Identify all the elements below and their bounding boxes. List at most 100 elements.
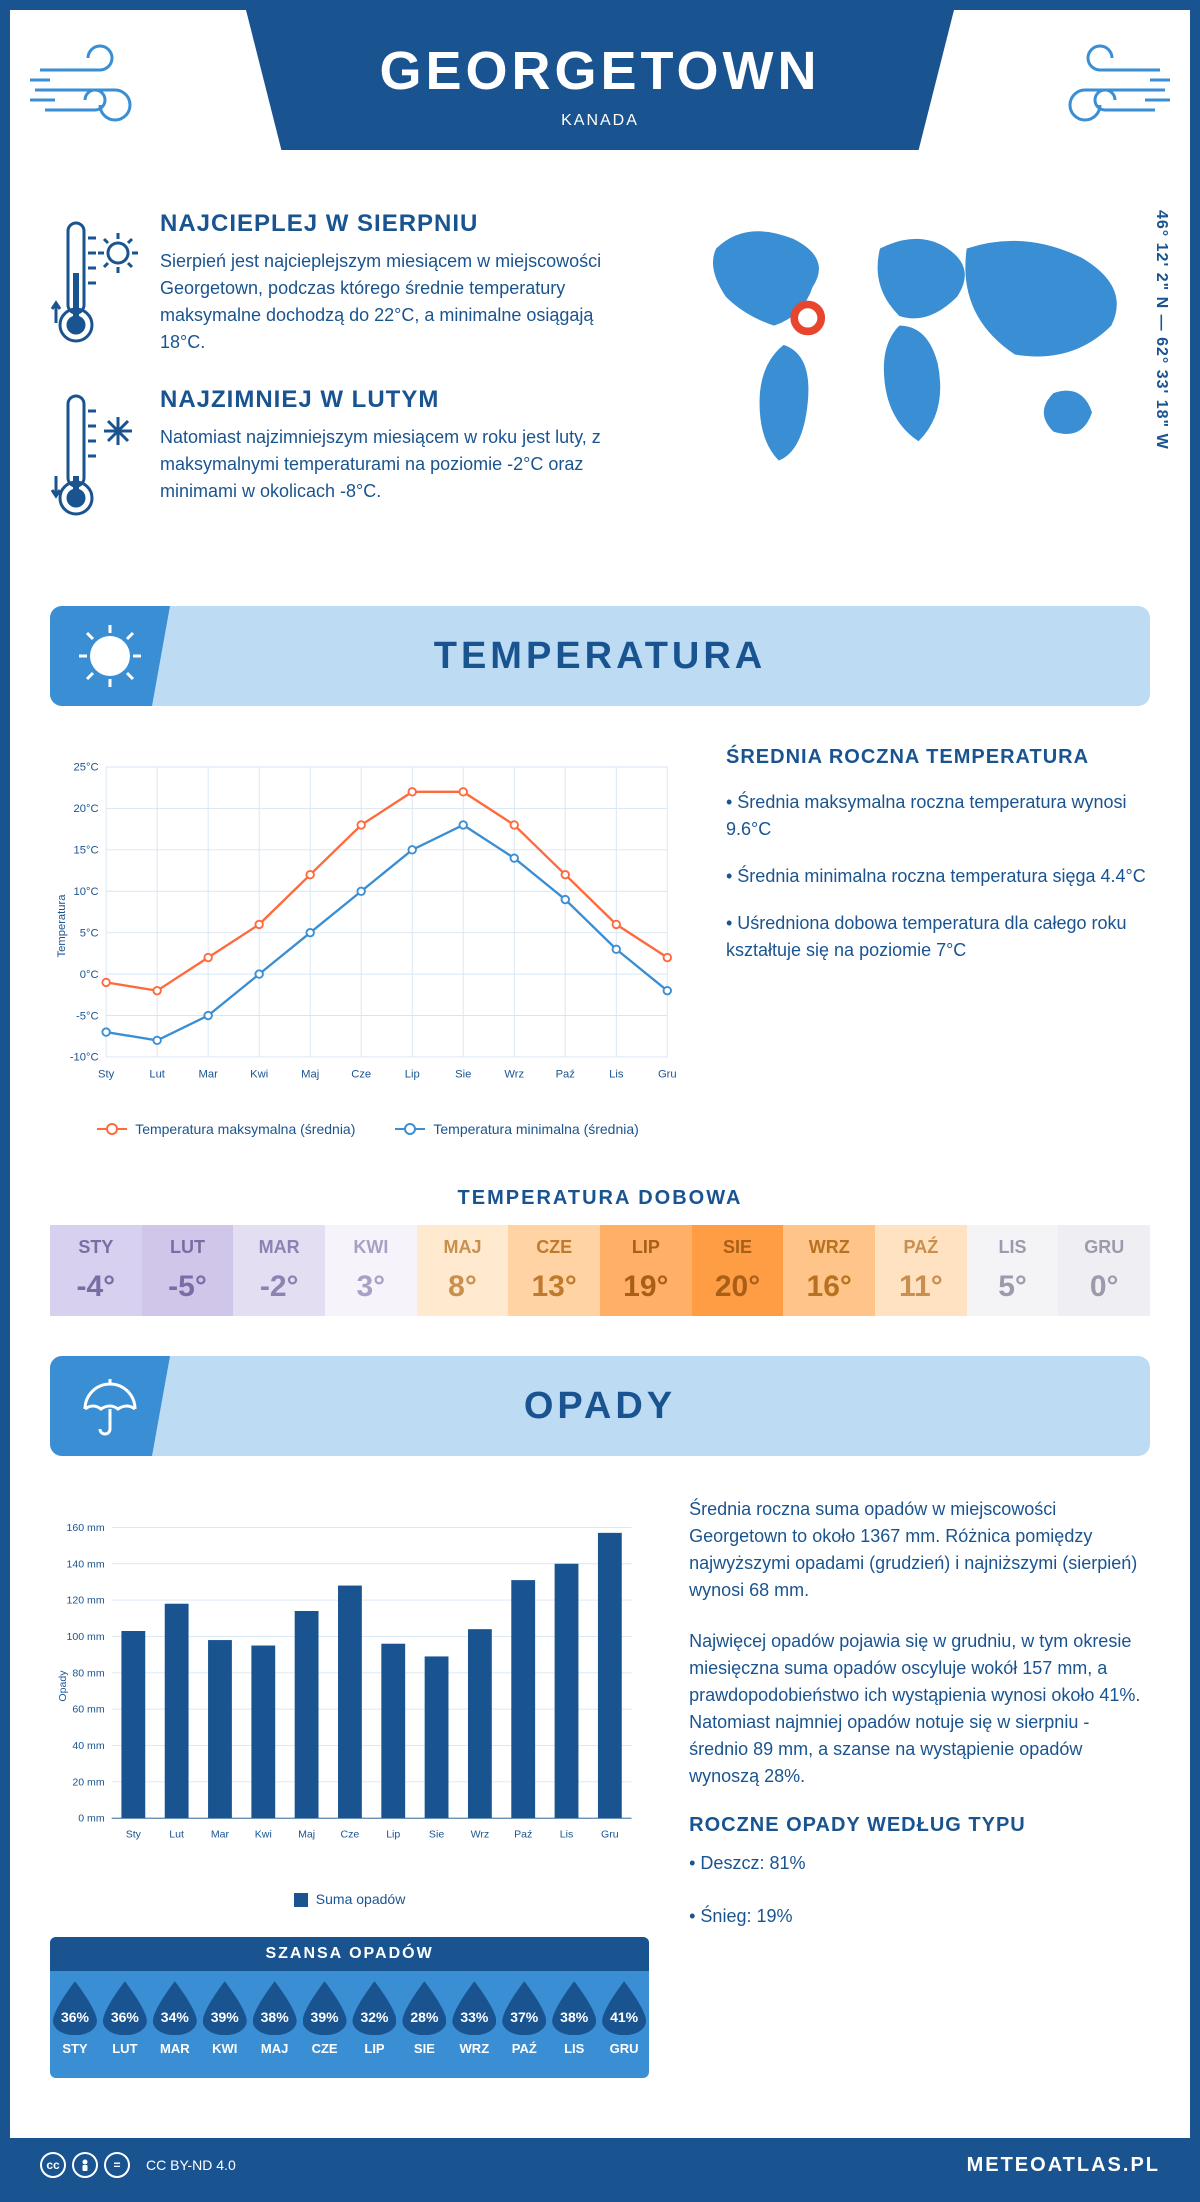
raindrop-icon: 33% <box>452 1981 496 2035</box>
precip-type-item: • Śnieg: 19% <box>689 1902 1150 1931</box>
fact-hot-title: NAJCIEPLEJ W SIERPNIU <box>160 210 628 238</box>
daily-temp-cell: KWI3° <box>325 1225 417 1316</box>
svg-text:20 mm: 20 mm <box>72 1776 104 1788</box>
svg-text:120 mm: 120 mm <box>66 1595 104 1607</box>
svg-text:Lip: Lip <box>386 1829 400 1841</box>
thermometer-hot-icon <box>50 210 140 356</box>
raindrop-icon: 37% <box>502 1981 546 2035</box>
map-marker <box>794 304 821 331</box>
sun-icon <box>75 621 145 691</box>
svg-text:80 mm: 80 mm <box>72 1667 104 1679</box>
chance-title: SZANSA OPADÓW <box>50 1937 649 1971</box>
umbrella-icon <box>75 1371 145 1441</box>
raindrop-icon: 36% <box>53 1981 97 2035</box>
title-banner: GEORGETOWN KANADA <box>246 10 954 150</box>
city-title: GEORGETOWN <box>326 40 874 102</box>
section-title-precip: OPADY <box>524 1385 676 1428</box>
chance-cell: 39%KWI <box>200 1971 250 2066</box>
daily-temp-cell: MAR-2° <box>233 1225 325 1316</box>
svg-text:140 mm: 140 mm <box>66 1558 104 1570</box>
precip-para2: Najwięcej opadów pojawia się w grudniu, … <box>689 1628 1150 1790</box>
wind-icon-right <box>1030 40 1170 140</box>
country-subtitle: KANADA <box>326 112 874 130</box>
svg-text:Sie: Sie <box>429 1829 444 1841</box>
svg-text:Maj: Maj <box>301 1069 319 1081</box>
precip-type-item: • Deszcz: 81% <box>689 1849 1150 1878</box>
daily-temp-cell: STY-4° <box>50 1225 142 1316</box>
footer-brand: METEOATLAS.PL <box>967 2154 1160 2177</box>
section-title-temperature: TEMPERATURA <box>434 635 767 678</box>
temp-summary-title: ŚREDNIA ROCZNA TEMPERATURA <box>726 746 1150 769</box>
raindrop-icon: 38% <box>253 1981 297 2035</box>
daily-temp-table: STY-4°LUT-5°MAR-2°KWI3°MAJ8°CZE13°LIP19°… <box>50 1225 1150 1316</box>
svg-text:Lis: Lis <box>560 1829 574 1841</box>
svg-text:Lut: Lut <box>169 1829 184 1841</box>
svg-text:Cze: Cze <box>341 1829 360 1841</box>
svg-text:Temperatura: Temperatura <box>56 894 68 958</box>
daily-temp-cell: CZE13° <box>508 1225 600 1316</box>
raindrop-icon: 38% <box>552 1981 596 2035</box>
precip-legend: Suma opadów <box>50 1891 649 1907</box>
chance-cell: 34%MAR <box>150 1971 200 2066</box>
cc-icon: cc <box>40 2152 66 2178</box>
fact-coldest: NAJZIMNIEJ W LUTYM Natomiast najzimniejs… <box>50 386 628 526</box>
chance-cell: 28%SIE <box>399 1971 449 2066</box>
temp-bullet: • Uśredniona dobowa temperatura dla całe… <box>726 910 1150 964</box>
raindrop-icon: 32% <box>352 1981 396 2035</box>
raindrop-icon: 34% <box>153 1981 197 2035</box>
fact-cold-text: Natomiast najzimniejszym miesiącem w rok… <box>160 424 628 505</box>
coordinates: 46° 12' 2" N — 62° 33' 18" W <box>1152 210 1170 450</box>
svg-text:Opady: Opady <box>57 1670 69 1702</box>
temp-bullet: • Średnia minimalna roczna temperatura s… <box>726 863 1150 890</box>
svg-text:100 mm: 100 mm <box>66 1631 104 1643</box>
svg-text:Lut: Lut <box>149 1069 165 1081</box>
daily-temp-cell: MAJ8° <box>417 1225 509 1316</box>
daily-temp-cell: WRZ16° <box>783 1225 875 1316</box>
chance-cell: 39%CZE <box>300 1971 350 2066</box>
svg-text:15°C: 15°C <box>74 845 99 857</box>
svg-text:Cze: Cze <box>351 1069 371 1081</box>
svg-text:-10°C: -10°C <box>70 1052 99 1064</box>
by-icon <box>72 2152 98 2178</box>
daily-temp-cell: PAŹ11° <box>875 1225 967 1316</box>
license-text: CC BY-ND 4.0 <box>146 2157 236 2173</box>
svg-text:Gru: Gru <box>601 1829 619 1841</box>
legend-item: Temperatura maksymalna (średnia) <box>97 1121 355 1137</box>
precip-para1: Średnia roczna suma opadów w miejscowośc… <box>689 1496 1150 1604</box>
svg-text:0°C: 0°C <box>80 969 99 981</box>
raindrop-icon: 39% <box>203 1981 247 2035</box>
chance-cell: 33%WRZ <box>449 1971 499 2066</box>
svg-text:Wrz: Wrz <box>504 1069 524 1081</box>
svg-text:Gru: Gru <box>658 1069 677 1081</box>
svg-text:Lip: Lip <box>405 1069 420 1081</box>
precip-bar-chart: 0 mm20 mm40 mm60 mm80 mm100 mm120 mm140 … <box>50 1496 649 1907</box>
svg-text:Mar: Mar <box>211 1829 230 1841</box>
legend-item: Temperatura minimalna (średnia) <box>395 1121 638 1137</box>
svg-text:Paź: Paź <box>556 1069 576 1081</box>
svg-text:60 mm: 60 mm <box>72 1704 104 1716</box>
raindrop-icon: 28% <box>402 1981 446 2035</box>
raindrop-icon: 39% <box>303 1981 347 2035</box>
svg-text:Mar: Mar <box>198 1069 218 1081</box>
chance-cell: 38%MAJ <box>250 1971 300 2066</box>
daily-temp-cell: LUT-5° <box>142 1225 234 1316</box>
intro-section: NAJCIEPLEJ W SIERPNIU Sierpień jest najc… <box>10 210 1190 586</box>
world-map <box>668 210 1150 480</box>
license-badge: cc = CC BY-ND 4.0 <box>40 2152 236 2178</box>
chance-cell: 32%LIP <box>350 1971 400 2066</box>
svg-text:0 mm: 0 mm <box>78 1813 105 1825</box>
fact-hot-text: Sierpień jest najcieplejszym miesiącem w… <box>160 248 628 356</box>
section-head-temperature: TEMPERATURA <box>50 606 1150 706</box>
raindrop-icon: 36% <box>103 1981 147 2035</box>
svg-text:Paź: Paź <box>514 1829 532 1841</box>
svg-text:5°C: 5°C <box>80 927 99 939</box>
daily-temp-cell: SIE20° <box>692 1225 784 1316</box>
precip-chance-box: SZANSA OPADÓW 36%STY36%LUT34%MAR39%KWI38… <box>50 1937 649 2078</box>
svg-text:Sty: Sty <box>98 1069 115 1081</box>
svg-text:Kwi: Kwi <box>255 1829 272 1841</box>
chance-cell: 37%PAŹ <box>499 1971 549 2066</box>
fact-warmest: NAJCIEPLEJ W SIERPNIU Sierpień jest najc… <box>50 210 628 356</box>
chance-cell: 36%LUT <box>100 1971 150 2066</box>
daily-temp-cell: LIP19° <box>600 1225 692 1316</box>
chance-cell: 38%LIS <box>549 1971 599 2066</box>
